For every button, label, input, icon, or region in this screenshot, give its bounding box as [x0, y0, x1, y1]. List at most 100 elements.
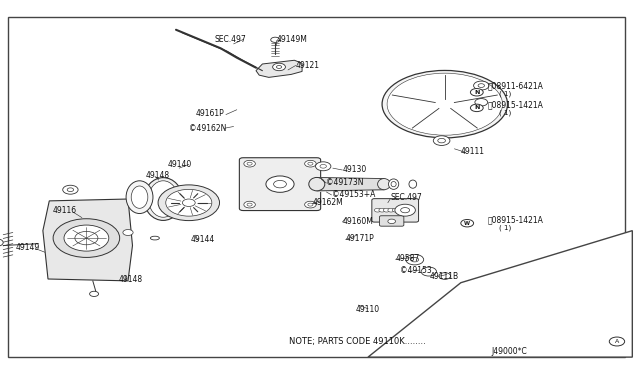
Circle shape: [244, 160, 255, 167]
Circle shape: [266, 176, 294, 192]
Circle shape: [388, 219, 396, 224]
Circle shape: [421, 267, 436, 276]
Circle shape: [411, 257, 419, 262]
Ellipse shape: [148, 181, 178, 217]
Text: 49161P: 49161P: [195, 109, 224, 118]
Text: Ⓝ08911-6421A: Ⓝ08911-6421A: [488, 82, 543, 91]
Circle shape: [63, 185, 78, 194]
Ellipse shape: [144, 178, 182, 220]
Text: 49148: 49148: [146, 171, 170, 180]
Text: J49000*C: J49000*C: [492, 347, 527, 356]
Circle shape: [474, 81, 489, 90]
Text: 49116: 49116: [52, 206, 77, 215]
Circle shape: [395, 204, 415, 216]
Polygon shape: [256, 60, 302, 77]
Text: W: W: [464, 221, 470, 226]
Circle shape: [388, 208, 394, 212]
Text: 49110: 49110: [356, 305, 380, 314]
Circle shape: [438, 138, 445, 143]
Ellipse shape: [388, 179, 399, 189]
Text: 49149: 49149: [16, 243, 40, 252]
Circle shape: [379, 208, 385, 212]
Circle shape: [461, 219, 474, 227]
Circle shape: [320, 164, 326, 168]
Text: 49130: 49130: [342, 165, 367, 174]
Text: 49111: 49111: [461, 147, 485, 156]
Polygon shape: [43, 199, 132, 281]
Circle shape: [182, 199, 195, 206]
Text: Ⓦ08915-1421A: Ⓦ08915-1421A: [488, 216, 543, 225]
Circle shape: [470, 89, 483, 96]
Text: 49587: 49587: [396, 254, 420, 263]
Circle shape: [271, 37, 280, 42]
FancyBboxPatch shape: [372, 199, 419, 222]
Ellipse shape: [389, 74, 500, 134]
Ellipse shape: [150, 236, 159, 240]
Circle shape: [273, 63, 285, 71]
Ellipse shape: [436, 99, 454, 109]
Text: SEC.497: SEC.497: [390, 193, 422, 202]
Circle shape: [247, 162, 252, 165]
Text: ©49153: ©49153: [400, 266, 432, 275]
Ellipse shape: [394, 77, 496, 132]
Text: NOTE; PARTS CODE 49110K........: NOTE; PARTS CODE 49110K........: [289, 337, 426, 346]
Circle shape: [305, 160, 316, 167]
Circle shape: [609, 337, 625, 346]
Text: SEC.497: SEC.497: [214, 35, 246, 44]
Text: ©49173N: ©49173N: [326, 178, 364, 187]
Circle shape: [67, 188, 74, 192]
Text: 49148: 49148: [118, 275, 143, 284]
Ellipse shape: [309, 177, 325, 191]
Circle shape: [53, 219, 120, 257]
Circle shape: [406, 254, 424, 265]
Circle shape: [158, 185, 220, 221]
Circle shape: [305, 201, 316, 208]
Ellipse shape: [391, 182, 396, 187]
Text: 49162M: 49162M: [312, 198, 343, 207]
Ellipse shape: [399, 80, 490, 128]
Circle shape: [308, 203, 313, 206]
Circle shape: [64, 225, 109, 251]
Text: 49144: 49144: [191, 235, 215, 244]
Circle shape: [308, 162, 313, 165]
Circle shape: [274, 180, 287, 188]
Text: 49149M: 49149M: [276, 35, 307, 44]
Circle shape: [478, 84, 484, 87]
Text: 49171P: 49171P: [346, 234, 374, 243]
Circle shape: [401, 208, 410, 213]
Circle shape: [475, 99, 488, 106]
Text: N: N: [474, 105, 479, 110]
Text: 49160M: 49160M: [342, 217, 373, 226]
Text: ( 1): ( 1): [499, 90, 511, 97]
Ellipse shape: [378, 179, 390, 190]
Circle shape: [433, 136, 450, 145]
Circle shape: [75, 231, 98, 245]
Circle shape: [470, 104, 483, 112]
Circle shape: [374, 208, 381, 212]
FancyBboxPatch shape: [239, 158, 321, 211]
Text: 49121: 49121: [296, 61, 320, 70]
Circle shape: [383, 208, 390, 212]
Circle shape: [276, 65, 282, 68]
Ellipse shape: [382, 70, 508, 138]
FancyBboxPatch shape: [380, 216, 404, 226]
Text: ©49153+A: ©49153+A: [332, 190, 375, 199]
Circle shape: [392, 208, 399, 212]
Ellipse shape: [131, 186, 148, 208]
Circle shape: [123, 230, 133, 235]
Circle shape: [247, 203, 252, 206]
Circle shape: [439, 273, 451, 279]
Text: ( 1): ( 1): [499, 224, 511, 231]
Polygon shape: [368, 231, 632, 357]
Circle shape: [316, 162, 331, 171]
Ellipse shape: [409, 180, 417, 188]
Ellipse shape: [406, 83, 484, 125]
Text: A: A: [615, 339, 619, 344]
Text: 49111B: 49111B: [430, 272, 460, 280]
Circle shape: [90, 291, 99, 296]
Text: 49140: 49140: [168, 160, 192, 169]
Circle shape: [166, 189, 212, 216]
Ellipse shape: [387, 73, 502, 135]
Text: ©49162N: ©49162N: [189, 124, 226, 133]
Circle shape: [0, 239, 3, 246]
